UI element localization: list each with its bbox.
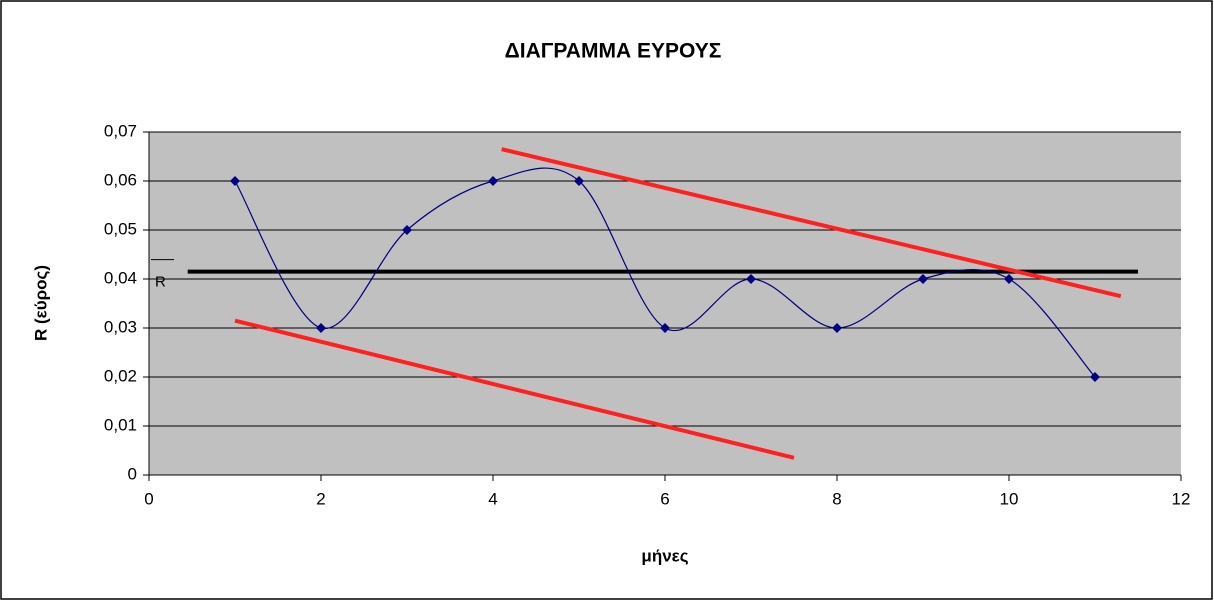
plot-area [149, 132, 1181, 475]
y-tick-label: 0,01 [104, 415, 137, 434]
x-tick-label: 6 [660, 489, 669, 508]
point-marker [1090, 372, 1100, 382]
point-marker [832, 323, 842, 333]
y-tick-label: 0,03 [104, 317, 137, 336]
point-marker [402, 225, 412, 235]
trend-line [501, 147, 1122, 299]
point-marker [488, 176, 498, 186]
x-tick-label: 0 [144, 489, 153, 508]
point-marker [574, 176, 584, 186]
point-marker [660, 323, 670, 333]
y-tick-label: 0,04 [104, 268, 137, 287]
y-tick-label: 0,06 [104, 170, 137, 189]
x-axis-label: μήνες [641, 546, 688, 565]
y-tick-label: 0 [128, 464, 137, 483]
y-tick-label: 0,05 [104, 219, 137, 238]
x-tick-label: 12 [1172, 489, 1191, 508]
x-tick-label: 2 [316, 489, 325, 508]
trend-line [234, 318, 795, 460]
y-axis-label: R (εύρος) [31, 265, 50, 341]
point-marker [316, 323, 326, 333]
point-marker [918, 274, 928, 284]
chart-title: ΔΙΑΓΡΑΜΜΑ ΕΥΡΟΥΣ [505, 40, 722, 63]
point-marker [1004, 274, 1014, 284]
x-tick-label: 4 [488, 489, 497, 508]
y-tick-label: 0,02 [104, 366, 137, 385]
x-tick-label: 10 [1000, 489, 1019, 508]
series-line [234, 167, 1096, 378]
x-tick-label: 8 [832, 489, 841, 508]
point-marker [746, 274, 756, 284]
mean-label: R [155, 274, 166, 291]
point-marker [230, 176, 240, 186]
y-tick-label: 0,07 [104, 121, 137, 140]
